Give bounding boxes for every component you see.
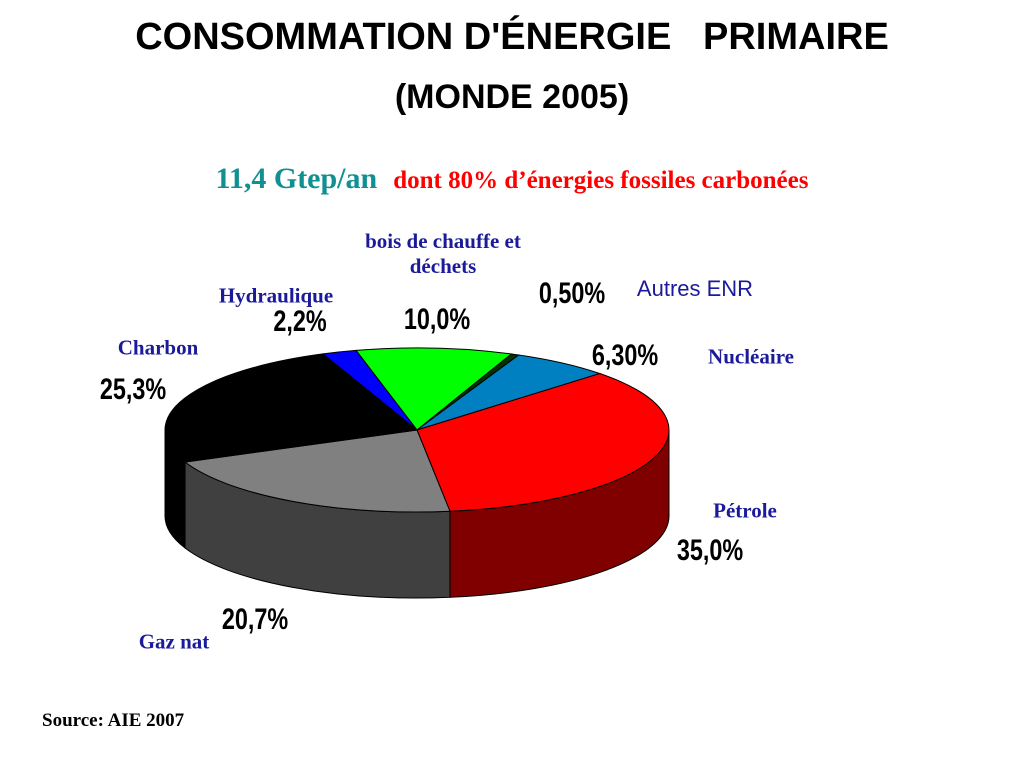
category-label: Charbon — [117, 335, 199, 360]
category-label: Autres ENR — [636, 276, 754, 301]
value-label: 0,50% — [538, 277, 606, 310]
pie-slice — [183, 429, 451, 513]
value-label: 10,0% — [403, 303, 471, 336]
pie-slice — [164, 353, 419, 463]
subtitle-note: dont 80% d’énergies fossiles carbonées — [393, 167, 809, 194]
chart-title: CONSOMMATION D'ÉNERGIE PRIMAIRE — [135, 16, 889, 58]
category-label: Pétrole — [713, 498, 777, 523]
pie-slice — [355, 347, 513, 431]
value-label: 2,2% — [273, 305, 327, 338]
pie-slice — [416, 373, 670, 512]
value-label: 25,3% — [99, 373, 167, 406]
category-label: Gaz nat — [138, 629, 210, 654]
source: Source: AIE 2007 — [42, 710, 185, 731]
pie-slice — [321, 349, 418, 431]
value-label: 35,0% — [676, 534, 744, 567]
value-label: 6,30% — [591, 339, 659, 372]
subtitle: 11,4 Gtep/an dont 80% d’énergies fossiles… — [0, 162, 1024, 196]
chart-title: (MONDE 2005) — [394, 78, 630, 116]
subtitle-total: 11,4 Gtep/an — [215, 162, 378, 195]
value-label: 20,7% — [221, 603, 289, 636]
category-label: Hydraulique — [218, 283, 334, 308]
category-label: bois de chauffe et déchets — [365, 229, 521, 278]
category-label: Nucléaire — [708, 344, 794, 369]
